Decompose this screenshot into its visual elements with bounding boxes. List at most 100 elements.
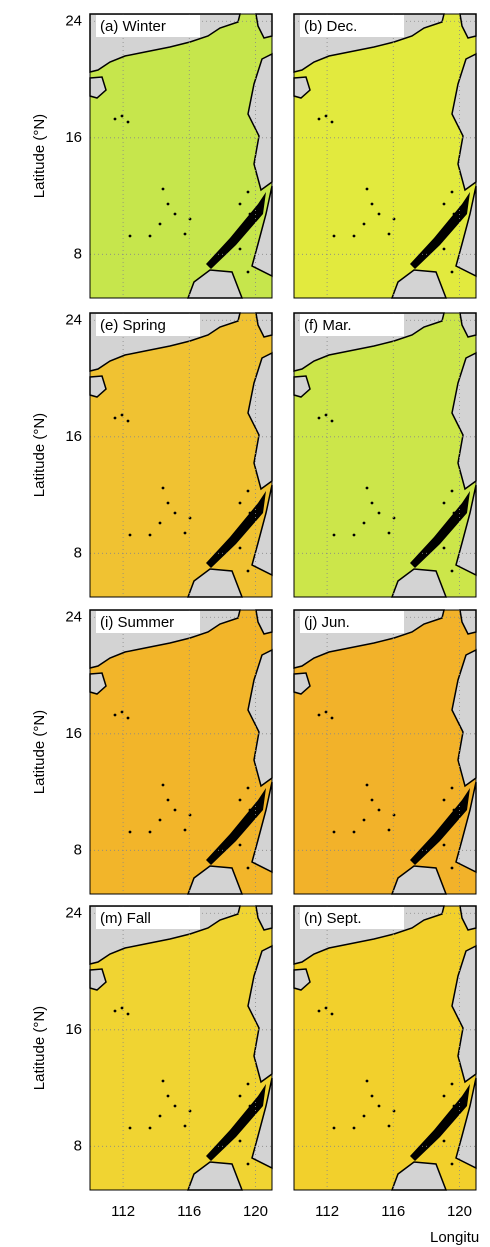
y-tick-label: 8	[74, 544, 82, 561]
island	[158, 818, 162, 822]
island	[450, 270, 454, 274]
island	[377, 1104, 381, 1108]
panel-frame	[89, 609, 273, 895]
panel-frame	[89, 13, 273, 299]
island	[377, 511, 381, 515]
island	[238, 1139, 242, 1143]
island	[238, 546, 242, 550]
panel-frame	[293, 905, 477, 1191]
y-axis-label: Latitude (°N)	[31, 1006, 48, 1090]
island	[317, 117, 321, 121]
panel-frame	[293, 609, 477, 895]
island	[352, 830, 356, 834]
sea-surface	[90, 906, 272, 1190]
island	[206, 788, 266, 865]
x-tick-label: 116	[177, 1203, 201, 1220]
island	[128, 234, 132, 238]
y-tick-label: 24	[65, 608, 82, 625]
island	[332, 533, 336, 537]
island	[148, 1126, 152, 1130]
label-box	[96, 907, 200, 929]
y-tick-label: 24	[65, 12, 82, 29]
island	[352, 533, 356, 537]
island	[324, 114, 328, 118]
island	[450, 569, 454, 573]
map-panel	[293, 13, 477, 299]
island	[452, 511, 456, 515]
island	[238, 798, 242, 802]
x-tick-label: 120	[447, 1203, 472, 1220]
map-panel	[89, 13, 273, 299]
island	[238, 202, 242, 206]
island	[450, 190, 454, 194]
panel-label: (b) Dec.	[304, 18, 357, 35]
island	[113, 713, 117, 717]
island	[352, 1126, 356, 1130]
island	[365, 1079, 369, 1083]
sea-surface	[294, 313, 476, 597]
island	[173, 212, 177, 216]
island	[206, 491, 266, 568]
y-tick-label: 8	[74, 1137, 82, 1154]
island	[370, 501, 374, 505]
island	[450, 1162, 454, 1166]
sea-surface	[294, 14, 476, 298]
sea-surface	[294, 610, 476, 894]
island	[330, 716, 334, 720]
label-box	[300, 15, 404, 37]
sea-surface	[90, 14, 272, 298]
island	[330, 120, 334, 124]
panel-label: (j) Jun.	[304, 614, 350, 631]
island	[128, 830, 132, 834]
island	[450, 1082, 454, 1086]
island	[450, 786, 454, 790]
island	[173, 808, 177, 812]
island	[410, 788, 470, 865]
island	[166, 798, 170, 802]
island	[148, 234, 152, 238]
island	[113, 416, 117, 420]
island	[238, 843, 242, 847]
island	[166, 501, 170, 505]
x-tick-label: 116	[381, 1203, 405, 1220]
island	[452, 1104, 456, 1108]
island	[161, 1079, 165, 1083]
panel-label: (n) Sept.	[304, 910, 362, 927]
island	[370, 798, 374, 802]
island	[362, 521, 366, 525]
island	[332, 234, 336, 238]
island	[246, 1162, 250, 1166]
island	[246, 190, 250, 194]
island	[246, 866, 250, 870]
map-panel	[89, 609, 273, 895]
island	[166, 202, 170, 206]
island	[120, 413, 124, 417]
y-tick-label: 8	[74, 245, 82, 262]
island	[120, 114, 124, 118]
island	[442, 843, 446, 847]
island	[246, 786, 250, 790]
y-tick-label: 8	[74, 841, 82, 858]
island	[173, 1104, 177, 1108]
island	[442, 247, 446, 251]
island	[183, 1124, 187, 1128]
island	[330, 419, 334, 423]
island	[148, 533, 152, 537]
island	[126, 419, 130, 423]
panel-frame	[293, 13, 477, 299]
island	[113, 1009, 117, 1013]
panel-label: (e) Spring	[100, 317, 166, 334]
label-box	[96, 611, 200, 633]
island	[148, 830, 152, 834]
island	[120, 710, 124, 714]
island	[410, 192, 470, 269]
island	[450, 489, 454, 493]
y-tick-label: 24	[65, 904, 82, 921]
island	[442, 798, 446, 802]
panel-label: (m) Fall	[100, 910, 151, 927]
island	[183, 828, 187, 832]
island	[370, 1094, 374, 1098]
map-panel	[293, 905, 477, 1191]
sea-surface	[90, 313, 272, 597]
